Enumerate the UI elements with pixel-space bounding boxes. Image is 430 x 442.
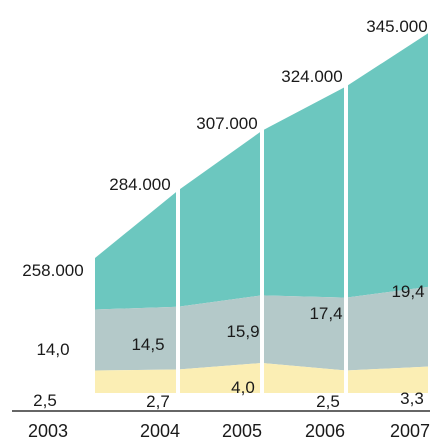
data-label-middle-2003: 14,0 [36,340,69,359]
data-label-total-2005: 307.000 [196,114,257,133]
area-band-top-2006 [346,32,430,298]
area-band-top-2003 [95,190,178,310]
data-label-bottom-2003: 2,5 [33,391,57,410]
area-band-bottom-2006 [346,366,430,393]
x-tick-label-2005: 2005 [222,421,262,441]
area-band-middle-2003 [95,306,178,371]
x-tick-label-2006: 2006 [305,421,345,441]
x-tick-label-2003: 2003 [28,421,68,441]
data-label-middle-2006: 17,4 [309,304,342,323]
data-label-bottom-2005: 4,0 [231,378,255,397]
data-label-middle-2005: 15,9 [226,322,259,341]
data-label-total-2007: 345.000 [366,17,427,36]
data-label-middle-2004: 14,5 [131,335,164,354]
area-band-top-2004 [178,130,262,307]
data-label-total-2006: 324.000 [281,67,342,86]
area-band-middle-2004 [178,295,262,370]
area-band-middle-2005 [262,295,346,371]
x-tick-label-2007: 2007 [390,421,430,441]
area-band-bottom-2004 [178,363,262,393]
data-label-middle-2007: 19,4 [391,282,424,301]
area-band-top-2005 [262,86,346,298]
data-label-total-2003: 258.000 [22,261,83,280]
data-label-bottom-2004: 2,7 [146,392,170,411]
x-tick-label-2004: 2004 [140,421,180,441]
data-label-bottom-2007: 3,3 [400,389,424,408]
area-band-bottom-2005 [262,363,346,393]
area-band-middle-2006 [346,286,430,371]
area-band-bottom-2003 [95,369,178,393]
data-label-bottom-2006: 2,5 [316,392,340,411]
data-label-total-2004: 284.000 [109,175,170,194]
